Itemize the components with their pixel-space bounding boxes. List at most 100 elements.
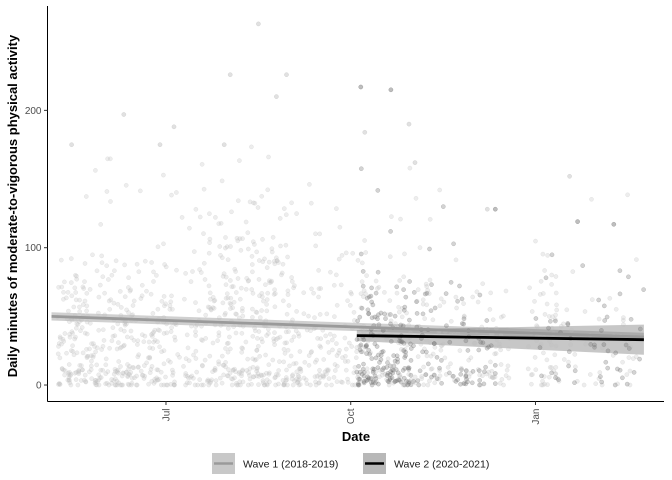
- data-point: [117, 345, 123, 351]
- data-point: [94, 268, 100, 274]
- data-point: [57, 334, 63, 340]
- data-point: [258, 372, 264, 378]
- data-point: [624, 372, 630, 377]
- data-point: [167, 303, 173, 308]
- data-point: [414, 311, 420, 316]
- data-point: [264, 308, 270, 314]
- data-point: [322, 369, 328, 375]
- data-point: [293, 328, 299, 334]
- data-point: [134, 382, 140, 388]
- legend-label-wave-1: Wave 1 (2018-2019): [243, 459, 338, 471]
- data-point: [223, 282, 229, 288]
- data-point: [391, 367, 396, 373]
- data-point: [128, 287, 134, 293]
- data-point: [376, 312, 381, 318]
- data-point: [368, 376, 374, 382]
- data-point: [415, 287, 421, 292]
- data-point: [261, 298, 266, 304]
- data-point: [627, 368, 633, 374]
- data-point: [392, 358, 398, 364]
- data-point: [437, 303, 443, 309]
- data-point: [200, 338, 205, 343]
- data-point: [109, 272, 115, 278]
- data-point: [503, 288, 509, 294]
- data-point: [273, 374, 278, 380]
- data-point: [479, 324, 485, 330]
- data-point: [362, 129, 368, 135]
- data-point: [89, 358, 94, 364]
- data-point: [392, 378, 398, 384]
- data-point: [455, 377, 460, 383]
- data-point: [76, 367, 82, 373]
- data-point: [148, 291, 154, 297]
- data-point: [641, 287, 646, 292]
- data-point: [104, 263, 110, 269]
- data-point: [407, 317, 412, 323]
- data-point: [533, 316, 539, 321]
- data-point: [64, 350, 69, 356]
- data-point: [366, 375, 372, 381]
- data-point: [174, 190, 179, 195]
- data-point: [216, 221, 222, 227]
- data-point: [365, 370, 370, 376]
- data-point: [466, 357, 472, 363]
- data-point: [347, 303, 353, 308]
- data-point: [351, 370, 357, 376]
- data-point: [626, 355, 632, 360]
- data-point: [250, 364, 256, 370]
- data-point: [439, 358, 444, 363]
- data-point: [440, 341, 446, 347]
- data-point: [181, 364, 186, 369]
- data-point: [304, 327, 310, 333]
- data-point: [271, 336, 277, 342]
- data-point: [488, 359, 493, 365]
- data-point: [324, 311, 330, 317]
- data-point: [397, 377, 402, 383]
- data-point: [57, 382, 63, 387]
- data-point: [104, 189, 110, 194]
- data-point: [301, 375, 307, 381]
- data-point: [227, 72, 233, 78]
- data-point: [294, 309, 299, 314]
- data-point: [339, 253, 345, 258]
- data-point: [235, 382, 241, 388]
- data-point: [612, 382, 618, 388]
- data-point: [395, 356, 400, 362]
- data-point: [529, 309, 535, 314]
- data-point: [207, 305, 212, 310]
- data-point: [188, 279, 194, 284]
- data-point: [311, 290, 316, 296]
- data-point: [297, 382, 303, 387]
- data-point: [149, 378, 155, 384]
- data-point: [285, 292, 291, 297]
- data-point: [450, 373, 456, 379]
- data-point: [237, 296, 243, 302]
- data-point: [245, 356, 251, 362]
- data-point: [151, 380, 157, 386]
- data-point: [358, 349, 364, 355]
- data-point: [361, 369, 367, 375]
- data-point: [326, 376, 332, 382]
- data-point: [117, 289, 123, 294]
- data-point: [102, 312, 108, 318]
- data-point: [355, 381, 361, 386]
- data-point: [83, 379, 89, 385]
- data-point: [114, 378, 120, 384]
- data-point: [234, 382, 240, 388]
- data-point: [221, 362, 227, 368]
- data-point: [369, 376, 375, 381]
- data-point: [67, 373, 73, 378]
- data-point: [402, 304, 408, 310]
- data-point: [398, 340, 404, 346]
- data-point: [362, 238, 367, 243]
- data-point: [240, 379, 246, 385]
- data-point: [541, 374, 547, 379]
- data-point: [70, 331, 75, 336]
- data-point: [348, 290, 354, 295]
- data-point: [401, 349, 407, 355]
- data-point: [191, 352, 196, 358]
- data-point: [243, 339, 249, 345]
- data-point: [273, 382, 278, 388]
- data-point: [87, 320, 93, 326]
- data-point: [251, 374, 256, 380]
